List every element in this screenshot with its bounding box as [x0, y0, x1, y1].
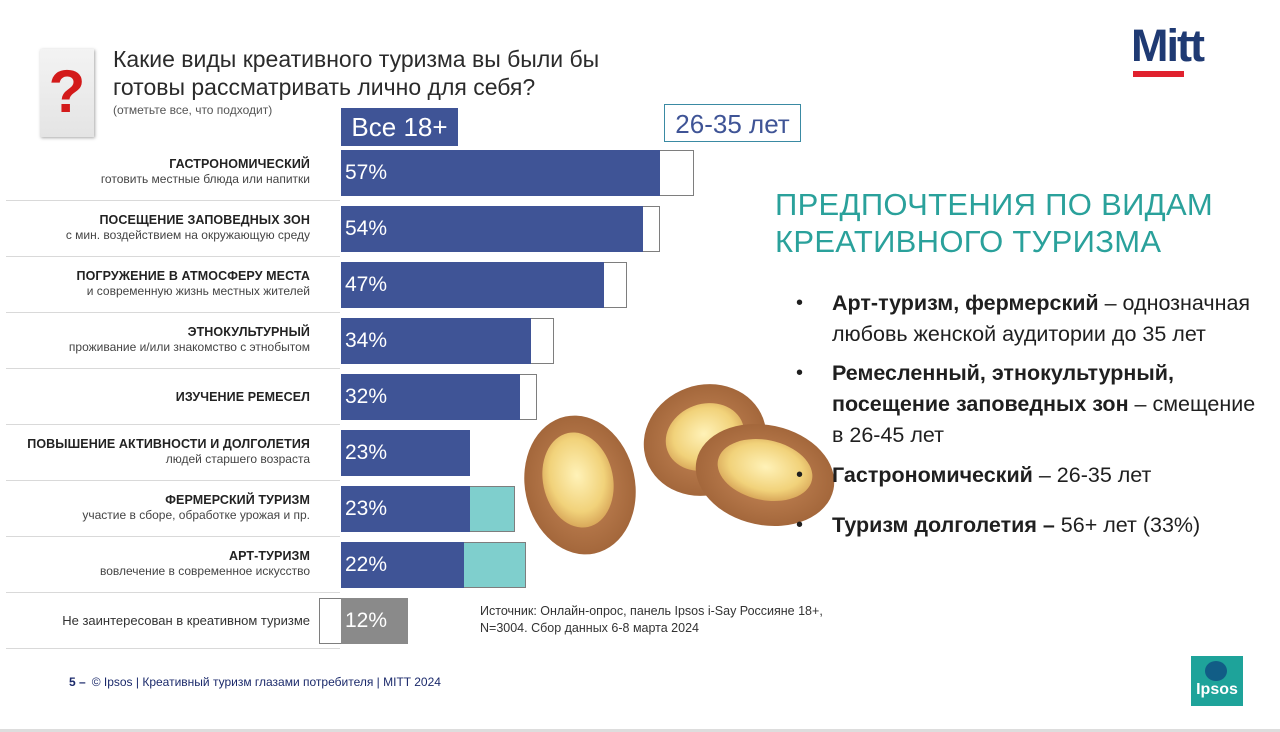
bar-value-label: 54% — [345, 217, 388, 240]
bar-all-18plus — [341, 486, 470, 532]
page-number: 5 – — [69, 675, 86, 689]
bar-all-18plus — [341, 206, 644, 252]
question-title: Какие виды креативного туризма вы были б… — [113, 46, 600, 100]
insight-bold: Арт-туризм, фермерский — [832, 291, 1099, 315]
category-label: ФЕРМЕРСКИЙ ТУРИЗМ участие в сборе, обрабо… — [6, 493, 310, 522]
bottom-divider — [0, 729, 1280, 732]
insight-text: 56+ лет (33%) — [1054, 513, 1201, 537]
row-separator — [6, 256, 340, 257]
insights-list: Арт-туризм, фермерский – однозначная люб… — [796, 288, 1266, 541]
insight-bold: Гастрономический — [832, 463, 1033, 487]
bar-value-label: 32% — [345, 385, 388, 408]
pie-left — [524, 415, 636, 555]
category-title: ПОГРУЖЕНИЕ В АТМОСФЕРУ МЕСТА — [76, 269, 310, 283]
bar-all-18plus — [341, 318, 532, 364]
row-separator — [6, 592, 340, 593]
category-label: ПОСЕЩЕНИЕ ЗАПОВЕДНЫХ ЗОН с мин. воздейств… — [6, 213, 310, 242]
row-separator — [6, 200, 340, 201]
bar-value-label: 57% — [345, 161, 388, 184]
category-label: ИЗУЧЕНИЕ РЕМЕСЕЛ — [6, 390, 310, 404]
insights-heading: ПРЕДПОЧТЕНИЯ ПО ВИДАМ КРЕАТИВНОГО ТУРИЗМ… — [775, 187, 1214, 259]
category-subtitle: участие в сборе, обработке урожая и пр. — [82, 508, 310, 522]
category-label: ПОГРУЖЕНИЕ В АТМОСФЕРУ МЕСТА и современну… — [6, 269, 310, 298]
row-separator — [6, 648, 340, 649]
footer-text: © Ipsos | Креативный туризм глазами потр… — [91, 675, 441, 689]
insight-bold: Туризм долголетия – — [832, 513, 1055, 537]
bar-value-label: 12% — [345, 609, 388, 632]
category-subtitle: вовлечение в современное искусство — [99, 564, 310, 578]
question-hint: (отметьте все, что подходит) — [113, 103, 273, 117]
category-subtitle: готовить местные блюда или напитки — [100, 172, 310, 186]
ipsos-logo-text: Ipsos — [1196, 681, 1238, 698]
bar-value-label: 47% — [345, 273, 388, 296]
bar-all-18plus — [341, 430, 470, 476]
mitt-logo-text: Mitt — [1131, 20, 1205, 71]
insight-bold: Ремесленный, этнокультурный, посещение з… — [832, 361, 1174, 416]
bar-value-label: 23% — [345, 441, 388, 464]
category-subtitle: и современную жизнь местных жителей — [86, 284, 310, 298]
category-title: ФЕРМЕРСКИЙ ТУРИЗМ — [165, 493, 310, 507]
category-title: Не заинтересован в креативном туризме — [62, 613, 310, 628]
category-label: ЭТНОКУЛЬТУРНЫЙ проживание и/или знакомств… — [6, 325, 310, 354]
bar-all-18plus — [341, 374, 521, 420]
bar-all-18plus — [341, 262, 605, 308]
row-separator — [6, 480, 340, 481]
row-separator — [6, 368, 340, 369]
category-title: ПОСЕЩЕНИЕ ЗАПОВЕДНЫХ ЗОН — [99, 213, 310, 227]
karelian-pies-illustration — [524, 384, 835, 555]
legend-age-26-35: 26-35 лет — [664, 104, 801, 142]
bar-all-18plus — [341, 598, 409, 644]
category-subtitle: с мин. воздействием на окружающую среду — [65, 228, 310, 242]
ipsos-logo: Ipsos — [1191, 656, 1243, 706]
bar-all-18plus — [341, 150, 661, 196]
category-title: АРТ-ТУРИЗМ — [229, 549, 310, 563]
source-note: Источник: Онлайн-опрос, панель Ipsos i-S… — [480, 604, 823, 635]
ipsos-logo-mark — [1205, 661, 1227, 681]
category-subtitle: людей старшего возраста — [165, 452, 310, 466]
bar-value-label: 22% — [345, 553, 388, 576]
insight-item: Туризм долголетия – 56+ лет (33%) — [796, 510, 1266, 541]
row-separator — [6, 536, 340, 537]
bar-value-label: 23% — [345, 497, 388, 520]
category-label: Не заинтересован в креативном туризме — [6, 613, 310, 628]
row-separator — [6, 312, 340, 313]
insight-item: Гастрономический – 26-35 лет — [796, 460, 1266, 491]
mitt-logo-rule — [1133, 71, 1184, 77]
insight-item: Ремесленный, этнокультурный, посещение з… — [796, 358, 1266, 451]
footer: 5 – © Ipsos | Креативный туризм глазами п… — [69, 675, 441, 689]
row-separator — [6, 424, 340, 425]
category-title: ГАСТРОНОМИЧЕСКИЙ — [169, 157, 310, 171]
category-label: ПОВЫШЕНИЕ АКТИВНОСТИ И ДОЛГОЛЕТИЯ людей с… — [6, 437, 310, 466]
insight-item: Арт-туризм, фермерский – однозначная люб… — [796, 288, 1266, 350]
insight-text: – однозначная любовь женской аудитории д… — [832, 291, 1251, 346]
category-title: ПОВЫШЕНИЕ АКТИВНОСТИ И ДОЛГОЛЕТИЯ — [27, 437, 310, 451]
bar-all-18plus — [341, 542, 465, 588]
category-label: ГАСТРОНОМИЧЕСКИЙ готовить местные блюда и… — [6, 157, 310, 186]
category-subtitle: проживание и/или знакомство с этнобытом — [68, 340, 310, 354]
bar-value-label: 34% — [345, 329, 388, 352]
mitt-logo: Mitt — [1131, 20, 1259, 78]
question-mark-icon: ? — [40, 49, 94, 137]
legend-all-18plus: Все 18+ — [341, 108, 458, 146]
bar-age-26-35 — [318, 598, 343, 644]
category-title: ИЗУЧЕНИЕ РЕМЕСЕЛ — [175, 390, 310, 404]
insight-text: – 26-35 лет — [1032, 463, 1152, 487]
category-label: АРТ-ТУРИЗМ вовлечение в современное искус… — [6, 549, 310, 578]
insight-text: – смещение в 26-45 лет — [832, 392, 1256, 447]
category-title: ЭТНОКУЛЬТУРНЫЙ — [187, 325, 310, 339]
